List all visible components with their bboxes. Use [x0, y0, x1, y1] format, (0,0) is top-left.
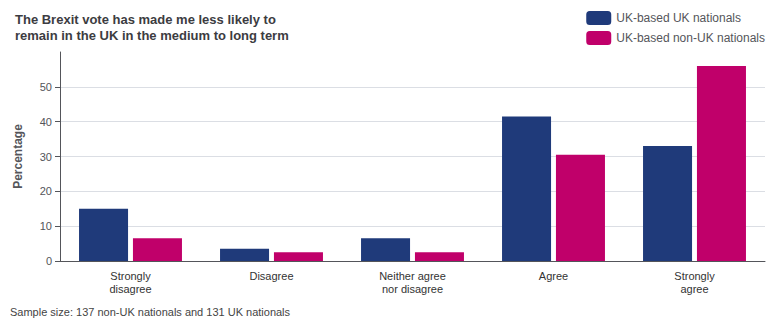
svg-text:disagree: disagree: [109, 283, 151, 295]
svg-text:40: 40: [40, 116, 52, 128]
svg-text:agree: agree: [680, 283, 708, 295]
svg-text:Sample size: 137 non-UK nation: Sample size: 137 non-UK nationals and 13…: [10, 306, 291, 318]
svg-text:Strongly: Strongly: [110, 270, 151, 282]
svg-text:Neither agree: Neither agree: [379, 270, 446, 282]
svg-text:10: 10: [40, 220, 52, 232]
svg-text:Strongly: Strongly: [674, 270, 715, 282]
svg-text:nor disagree: nor disagree: [382, 283, 443, 295]
svg-text:20: 20: [40, 185, 52, 197]
svg-text:remain in the UK in the medium: remain in the UK in the medium to long t…: [15, 28, 289, 43]
svg-text:UK-based non-UK nationals: UK-based non-UK nationals: [616, 31, 765, 45]
svg-text:50: 50: [40, 81, 52, 93]
svg-text:The Brexit vote has made me le: The Brexit vote has made me less likely …: [15, 12, 276, 27]
svg-text:30: 30: [40, 151, 52, 163]
svg-text:Percentage: Percentage: [11, 124, 25, 189]
svg-text:UK-based UK nationals: UK-based UK nationals: [616, 11, 741, 25]
svg-text:Disagree: Disagree: [249, 270, 293, 282]
svg-text:0: 0: [46, 255, 52, 267]
svg-text:Agree: Agree: [539, 270, 568, 282]
